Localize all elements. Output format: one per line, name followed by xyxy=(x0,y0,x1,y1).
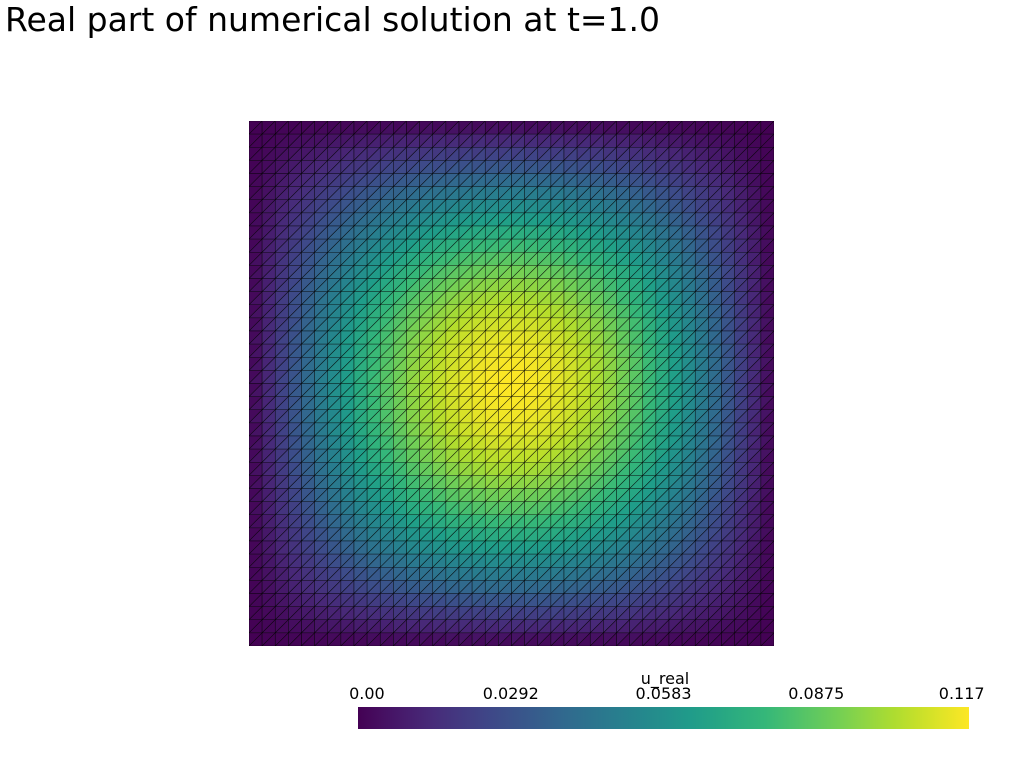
colorbar-ticks: 0.00 0.0292 0.0583 0.0875 0.117 xyxy=(349,684,984,704)
plot-title: Real part of numerical solution at t=1.0 xyxy=(5,0,661,39)
colorbar-tick-3: 0.0875 xyxy=(788,684,845,703)
mesh-cells xyxy=(249,121,774,646)
colorbar-gradient xyxy=(358,707,969,729)
colorbar-title: u_real xyxy=(640,669,690,688)
colorbar-tick-4: 0.117 xyxy=(938,684,985,703)
colorbar xyxy=(358,707,969,729)
colorbar-tick-2: 0.0583 xyxy=(635,684,692,703)
colorbar-tick-0: 0.00 xyxy=(349,684,385,703)
mesh-heatmap xyxy=(249,121,774,646)
mesh-triangle xyxy=(760,632,774,646)
colorbar-tick-1: 0.0292 xyxy=(482,684,539,703)
